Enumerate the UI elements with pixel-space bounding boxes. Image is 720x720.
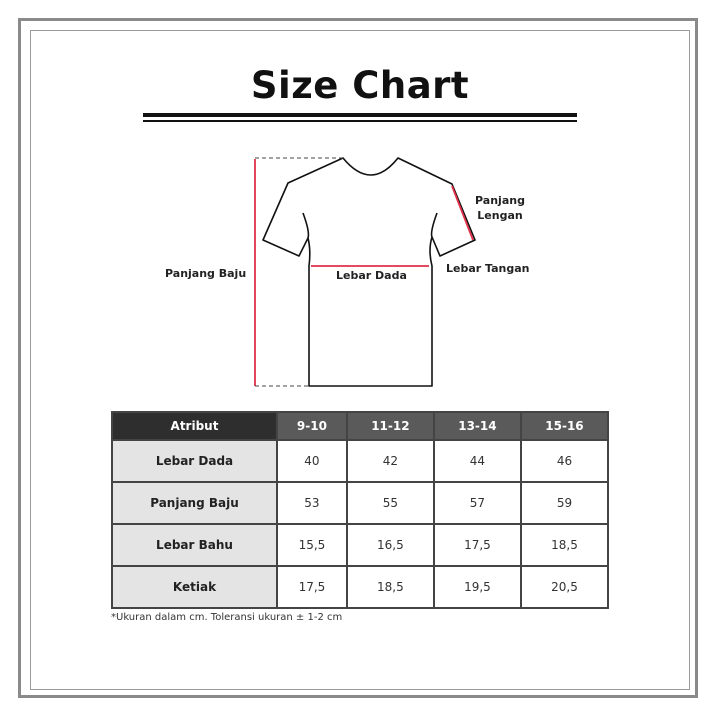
value-cell: 17,5 — [276, 565, 348, 609]
header-cell: 9-10 — [276, 411, 348, 441]
value-cell: 16,5 — [345, 523, 435, 567]
outer-frame — [18, 18, 698, 698]
size-table: Atribut 9-10 11-12 13-14 15-16 Lebar Dad… — [111, 411, 610, 609]
value-cell: 19,5 — [432, 565, 522, 609]
label-lebar-dada: Lebar Dada — [336, 269, 407, 282]
table-header-row: Atribut 9-10 11-12 13-14 15-16 — [111, 411, 610, 441]
value-cell: 18,5 — [519, 523, 610, 567]
label-lebar-tangan: Lebar Tangan — [446, 262, 530, 275]
header-cell: 13-14 — [432, 411, 522, 441]
table-row: Ketiak 17,5 18,5 19,5 20,5 — [111, 565, 610, 609]
title-divider — [143, 113, 577, 117]
attr-cell: Lebar Dada — [111, 439, 278, 483]
value-cell: 15,5 — [276, 523, 348, 567]
tshirt-right-seam — [430, 212, 438, 238]
table-row: Panjang Baju 53 55 57 59 — [111, 481, 610, 525]
label-panjang-lengan: Panjang Lengan — [475, 194, 525, 222]
size-note: *Ukuran dalam cm. Toleransi ukuran ± 1-2… — [111, 612, 343, 623]
title-divider-thin — [143, 120, 577, 122]
value-cell: 42 — [345, 439, 435, 483]
value-cell: 55 — [345, 481, 435, 525]
value-cell: 46 — [519, 439, 610, 483]
attr-cell: Panjang Baju — [111, 481, 278, 525]
value-cell: 40 — [276, 439, 348, 483]
value-cell: 59 — [519, 481, 610, 525]
value-cell: 44 — [432, 439, 522, 483]
tshirt-outline — [262, 157, 476, 387]
table-row: Lebar Dada 40 42 44 46 — [111, 439, 610, 483]
inner-frame — [30, 30, 690, 690]
tshirt-left-seam — [302, 212, 310, 239]
table-row: Lebar Bahu 15,5 16,5 17,5 18,5 — [111, 523, 610, 567]
header-cell: Atribut — [111, 411, 278, 441]
label-panjang-baju: Panjang Baju — [165, 267, 247, 280]
value-cell: 18,5 — [345, 565, 435, 609]
value-cell: 20,5 — [519, 565, 610, 609]
attr-cell: Lebar Bahu — [111, 523, 278, 567]
attr-cell: Ketiak — [111, 565, 278, 609]
value-cell: 57 — [432, 481, 522, 525]
value-cell: 53 — [276, 481, 348, 525]
panjang-lengan-line — [451, 185, 474, 241]
header-cell: 15-16 — [519, 411, 610, 441]
value-cell: 17,5 — [432, 523, 522, 567]
page-title: Size Chart — [250, 64, 470, 107]
header-cell: 11-12 — [345, 411, 435, 441]
